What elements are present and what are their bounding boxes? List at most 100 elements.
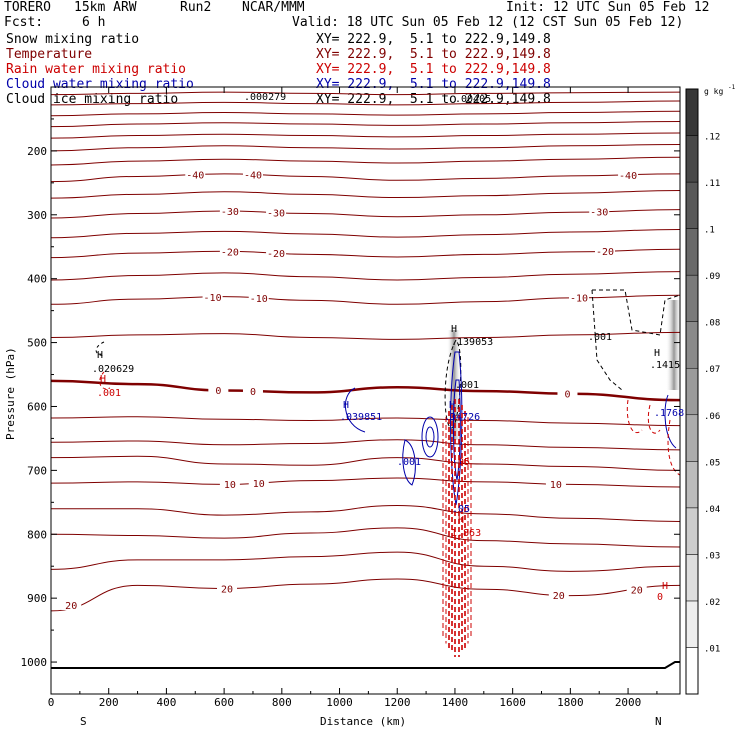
temperature-label-background	[208, 384, 229, 396]
y-tick-label: 400	[27, 273, 47, 286]
temperature-contour-line	[51, 439, 680, 451]
colorbar-cell	[685, 461, 699, 509]
temperature-contour-label: 10	[253, 479, 265, 490]
temperature-contour-label: 20	[65, 601, 77, 612]
temperature-contour-line	[51, 144, 680, 152]
temperature-contour-line	[51, 379, 680, 402]
colorbar-level-label: .06	[704, 412, 720, 422]
temperature-label-background	[594, 245, 615, 257]
temperature-label-background	[266, 247, 287, 259]
temperature-contour-line	[51, 505, 680, 522]
temperature-contour-line	[51, 121, 680, 128]
colorbar-cell	[685, 600, 699, 648]
rain-core-value2: .05	[452, 457, 470, 468]
y-tick-label: 300	[27, 209, 47, 222]
temperature-label-background	[61, 598, 82, 610]
colorbar-level-label: .11	[704, 179, 720, 189]
colorbar-cell	[685, 228, 699, 276]
colorbar-cell	[685, 647, 699, 695]
colorbar-level-label: .01	[704, 644, 720, 654]
header-block: TORERO 15km ARW Run2 NCAR/MMM Init: 12 U…	[0, 0, 740, 110]
temperature-contour-label: 20	[221, 584, 233, 595]
temperature-contour-label: 20	[631, 585, 643, 596]
x-axis-label: Distance (km)	[320, 715, 406, 728]
ice-core-h: H	[451, 324, 457, 335]
x-tick-label: 1000	[326, 696, 353, 709]
temperature-contour-line	[51, 91, 680, 96]
field-name-snow: Snow mixing ratio	[6, 32, 140, 47]
colorbar-cell	[685, 88, 699, 136]
ice-core-value2: .001	[455, 380, 479, 391]
x-tick-label: 0	[48, 696, 55, 709]
forecast-value: 6 h	[82, 15, 106, 30]
x-tick-label: 600	[214, 696, 234, 709]
cloud-water-mid-a	[421, 416, 439, 458]
cloud-water-left-h: H	[343, 400, 349, 411]
temperature-contour-label: -10	[250, 294, 268, 305]
temperature-contour-line	[51, 132, 680, 139]
rain-contour-right-b	[647, 404, 661, 434]
rain-right-value: 0	[657, 592, 663, 603]
cloud-water-mid-c	[402, 439, 416, 486]
temperature-label-background	[545, 477, 566, 489]
y-tick-label: 700	[27, 464, 47, 477]
colorbar-level-label: .12	[704, 133, 720, 143]
rain-core-contours	[442, 399, 472, 657]
y-tick-label: 600	[27, 400, 47, 413]
terrain-line	[51, 661, 680, 669]
colorbar-level-label: .09	[704, 272, 720, 282]
temperature-label-background	[219, 245, 240, 257]
cloud-water-mid-b	[425, 426, 435, 448]
temperature-contour-label: -10	[204, 293, 222, 304]
snow-max-label-top: .000279	[244, 92, 286, 103]
temperature-contour-label: 0	[564, 390, 570, 401]
rain-contour-right-a	[626, 399, 643, 433]
temperature-label-background	[242, 168, 263, 180]
x-tick-label: 200	[99, 696, 119, 709]
colorbar-cell	[685, 507, 699, 555]
temperature-label-background	[557, 387, 578, 399]
temperature-contour-label: -30	[267, 208, 285, 219]
colorbar-cell	[685, 367, 699, 416]
colorbar-level-label: .04	[704, 505, 720, 515]
rain-core-h: H	[458, 515, 464, 526]
colorbar-unit: g kg	[704, 87, 723, 96]
temperature-contour-line	[51, 455, 680, 471]
colorbar-cell	[685, 135, 699, 183]
temperature-contour-line	[51, 190, 680, 199]
temperature-contour-label: -20	[221, 247, 239, 258]
field-xy-cloud-water: XY= 222.9, 5.1 to 222.9,149.8	[316, 77, 551, 92]
temperature-label-background	[217, 582, 238, 594]
x-tick-label: 1400	[442, 696, 469, 709]
temperature-contour-line	[51, 294, 680, 305]
temperature-contour-line	[51, 156, 680, 166]
temperature-contours	[51, 173, 680, 612]
cloud-water-right	[664, 394, 677, 449]
ice-contour-right2	[591, 289, 623, 391]
temperature-contour-label: 20	[553, 591, 565, 602]
temperature-contour-line	[51, 173, 680, 183]
y-tick-label: 500	[27, 337, 47, 350]
temperature-contour-label: 0	[215, 386, 221, 397]
temperature-label-background	[569, 291, 590, 303]
temperature-contour-label: 10	[224, 480, 236, 491]
colorbar-cell	[685, 274, 699, 322]
temperature-contour-line	[51, 416, 680, 427]
colorbar: g kg -1 .01 .02 .03 .04 .05 .06 .07 .08 .09 .1 .11…	[685, 84, 736, 695]
colorbar-cells	[685, 88, 699, 695]
temperature-contour-label: 0	[250, 387, 256, 398]
south-label: S	[80, 715, 87, 728]
temperature-contour-label: -10	[570, 294, 588, 305]
x-tick-label: 400	[156, 696, 176, 709]
temperature-contour-label: -30	[590, 208, 608, 219]
temperature-contour-line	[51, 578, 680, 612]
temperature-contour-line	[51, 331, 680, 340]
cloud-water-core-value: .34726	[444, 412, 480, 423]
colorbar-level-label: .03	[704, 551, 720, 561]
temperature-contour-label: -30	[221, 207, 239, 218]
x-tick-label: 1200	[384, 696, 411, 709]
temperature-labels: -40 -40 -40 -30 -30 -30 -20 -20 -20 -10 -10 -10 0 0 0 1…	[61, 168, 647, 612]
model-name: TORERO	[4, 0, 51, 15]
cloud-water-left	[344, 387, 366, 433]
